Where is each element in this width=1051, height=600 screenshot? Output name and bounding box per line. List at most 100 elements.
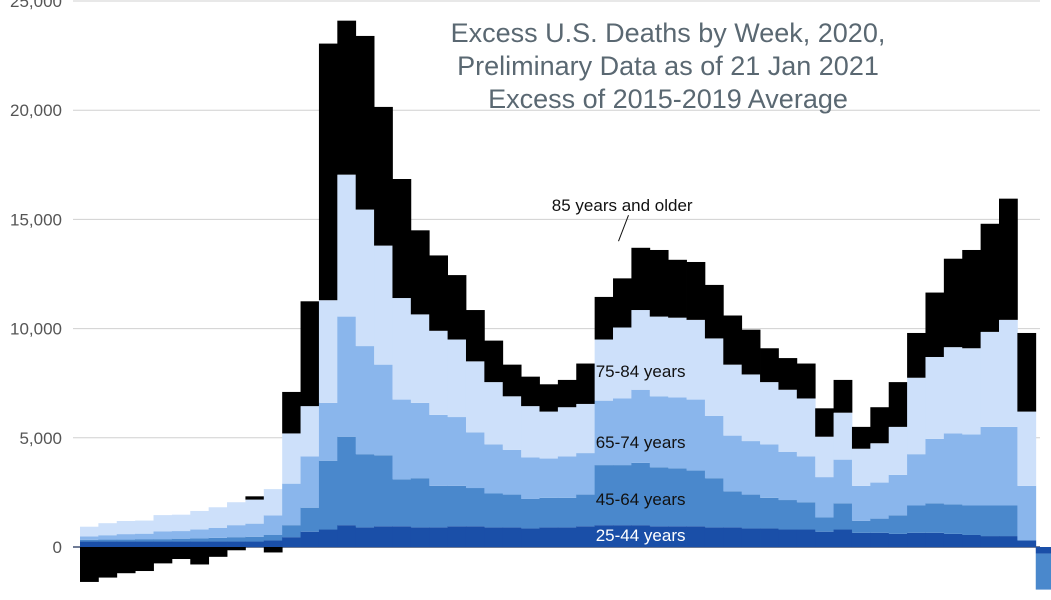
bar-segment — [337, 525, 357, 547]
bar-segment — [851, 532, 871, 547]
bar-segment — [962, 434, 982, 506]
bar-segment — [907, 454, 926, 506]
bar-segment — [907, 377, 926, 455]
bar-segment — [815, 408, 834, 437]
bar-segment — [355, 346, 375, 455]
bar-segment — [631, 310, 651, 390]
bar-segment — [282, 483, 301, 526]
bar-segment — [870, 482, 890, 519]
chart-title-line-3: Excess of 2015-2019 Average — [488, 84, 848, 114]
bar-segment — [686, 261, 706, 320]
bar-segment — [888, 426, 908, 475]
bar-segment — [171, 547, 191, 560]
bar-segment — [539, 527, 559, 547]
bar-segment — [171, 514, 191, 532]
bar-segment — [227, 541, 246, 547]
bar-segment — [1035, 553, 1051, 590]
bar-segment — [300, 456, 320, 508]
bar-segment — [943, 433, 963, 505]
bar-segment — [760, 444, 779, 498]
bar-segment — [410, 314, 430, 403]
bar-segment — [870, 443, 890, 483]
series-annotation: 65-74 years — [596, 433, 686, 452]
bar-segment — [925, 356, 945, 439]
bar-segment — [741, 441, 761, 495]
bar-segment — [208, 528, 228, 538]
bar-segment — [80, 547, 99, 582]
bar-segment — [815, 517, 834, 532]
bar-segment — [833, 503, 853, 530]
bar-segment — [208, 537, 228, 542]
bar-segment — [502, 527, 522, 547]
bar-segment — [80, 539, 99, 542]
bar-segment — [631, 525, 651, 547]
bar-segment — [778, 358, 798, 390]
bar-segment — [337, 174, 357, 317]
bar-segment — [410, 402, 430, 479]
bar-segment — [962, 249, 982, 349]
bar-segment — [999, 198, 1018, 320]
bar-segment — [465, 526, 485, 547]
bar-segment — [98, 547, 118, 578]
bar-segment — [374, 245, 393, 365]
bar-segment — [704, 284, 724, 339]
bar-segment — [135, 520, 154, 534]
bar-segment — [613, 327, 632, 399]
bar-segment — [613, 465, 632, 526]
bar-segment — [355, 35, 375, 210]
bar-segment — [576, 453, 596, 495]
bar-segment — [98, 535, 118, 540]
bar-segment — [465, 361, 485, 433]
bar-segment — [410, 527, 430, 547]
bar-segment — [613, 278, 632, 328]
bar-segment — [190, 510, 210, 530]
bar-segment — [153, 515, 173, 532]
bar-segment — [337, 20, 357, 175]
bar-segment — [1017, 485, 1037, 541]
bar-segment — [171, 538, 191, 542]
series-annotation: 75-84 years — [596, 362, 686, 381]
bar-segment — [613, 525, 632, 547]
bar-segment — [594, 339, 614, 401]
bar-segment — [282, 433, 301, 484]
bar-segment — [539, 384, 559, 412]
bar-segment — [925, 532, 945, 547]
bar-segment — [318, 43, 338, 301]
bar-segment — [870, 407, 890, 444]
y-tick-label: 5,000 — [19, 429, 62, 448]
bar-segment — [686, 526, 706, 547]
bar-segment — [815, 531, 834, 547]
bar-segment — [171, 531, 191, 539]
y-tick-label: 10,000 — [10, 320, 62, 339]
bar-segment — [135, 539, 154, 542]
bar-segment — [263, 515, 283, 535]
bar-segment — [576, 403, 596, 454]
bar-segment — [649, 396, 669, 468]
bar-segment — [208, 541, 228, 547]
bar-segment — [723, 315, 743, 365]
bar-segment — [337, 316, 357, 437]
bar-segment — [925, 292, 945, 357]
bar-segment — [465, 310, 485, 362]
bar-segment — [135, 547, 154, 572]
bar-segment — [484, 527, 504, 547]
bar-segment — [943, 347, 963, 434]
bar-segment — [392, 298, 412, 400]
y-tick-label: 25,000 — [10, 0, 62, 11]
bar-segment — [135, 533, 154, 540]
bar-segment — [723, 527, 743, 547]
bar-segment — [539, 497, 559, 528]
series-annotation: 85 years and older — [552, 196, 693, 215]
bar-segment — [447, 526, 467, 547]
bar-segment — [318, 529, 338, 547]
bar-segment — [576, 494, 596, 527]
bar-segment — [649, 526, 669, 547]
bar-segment — [502, 396, 522, 450]
bar-segment — [631, 462, 651, 526]
bar-segment — [962, 505, 982, 535]
bar-segment — [190, 538, 210, 542]
bar-segment — [318, 300, 338, 403]
bar-segment — [116, 534, 136, 540]
bar-segment — [447, 339, 467, 418]
